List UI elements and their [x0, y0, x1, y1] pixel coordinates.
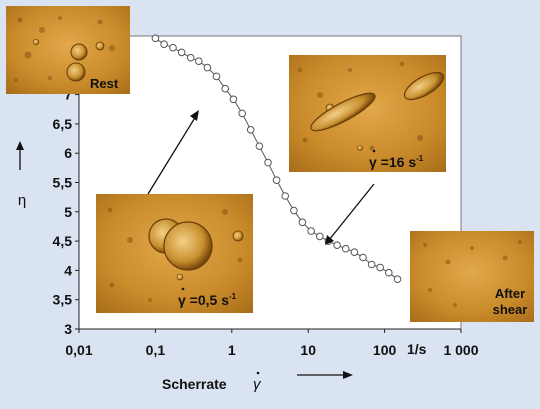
- data-point: [186, 53, 195, 62]
- data-point: [169, 43, 177, 52]
- shear-16-micrograph: γ =16 s-1: [289, 55, 446, 172]
- data-point: [359, 253, 367, 262]
- x-tick-label: 1: [228, 342, 236, 358]
- arrow-to-high-shear-point: [325, 183, 375, 245]
- shear-16-label: γ =16 s-1: [369, 154, 424, 170]
- shear-0-5-micrograph: γ =0,5 s-1: [96, 194, 253, 313]
- y-tick-label: 5,5: [53, 175, 73, 191]
- data-point: [151, 34, 160, 43]
- data-point: [367, 260, 376, 269]
- x-tick-label: 100: [373, 342, 397, 358]
- x-tick-label: 10: [300, 342, 316, 358]
- data-point: [177, 48, 186, 57]
- rest-label: Rest: [90, 76, 119, 91]
- data-point: [255, 142, 264, 150]
- data-point: [160, 40, 168, 49]
- data-point: [264, 158, 272, 167]
- y-tick-label: 7: [64, 87, 72, 103]
- y-tick-label: 4: [64, 262, 72, 278]
- after-shear-label-line-2: shear: [493, 302, 528, 317]
- data-point: [238, 109, 246, 118]
- y-axis-arrow: [16, 141, 24, 170]
- data-point: [281, 192, 290, 200]
- x-axis-symbol-dot: [256, 371, 260, 375]
- data-point: [203, 63, 212, 72]
- x-tick-label: 1 000: [443, 342, 478, 358]
- data-point: [333, 241, 341, 249]
- x-axis-arrow: [297, 371, 353, 379]
- data-point: [316, 232, 324, 241]
- data-point: [376, 263, 385, 272]
- shear-16-dot: [372, 149, 376, 153]
- x-tick-label: 0,01: [65, 342, 92, 358]
- after-shear-micrograph: After shear: [410, 231, 534, 322]
- data-point: [229, 95, 238, 104]
- data-point: [290, 206, 298, 215]
- y-axis-label: η: [18, 192, 26, 209]
- data-point: [341, 244, 350, 253]
- data-point: [272, 176, 281, 184]
- data-point: [298, 218, 307, 227]
- x-tick-label: 0,1: [146, 342, 166, 358]
- x-axis-label: Scherrate: [162, 376, 227, 392]
- y-tick-label: 6,5: [53, 116, 73, 132]
- y-tick-label: 5: [64, 204, 72, 220]
- shear-0-5-dot: [181, 287, 185, 291]
- data-point: [212, 72, 221, 81]
- arrow-to-low-shear-point: [147, 110, 199, 195]
- data-point: [246, 126, 255, 134]
- after-shear-label-line-1: After: [495, 286, 525, 301]
- shear-0-5-label: γ =0,5 s-1: [178, 292, 237, 308]
- x-axis-unit: 1/s: [407, 341, 427, 357]
- rest-micrograph: Rest: [6, 6, 130, 94]
- y-tick-label: 6: [64, 145, 72, 161]
- y-tick-label: 3,5: [53, 292, 73, 308]
- x-axis-symbol: γ: [253, 376, 262, 393]
- data-point: [307, 227, 315, 235]
- data-point: [221, 84, 229, 93]
- y-tick-label: 3: [64, 321, 72, 337]
- data-point: [195, 57, 203, 66]
- data-point: [393, 275, 402, 284]
- data-point: [350, 248, 359, 256]
- y-tick-label: 4,5: [53, 233, 73, 249]
- data-point: [385, 268, 393, 277]
